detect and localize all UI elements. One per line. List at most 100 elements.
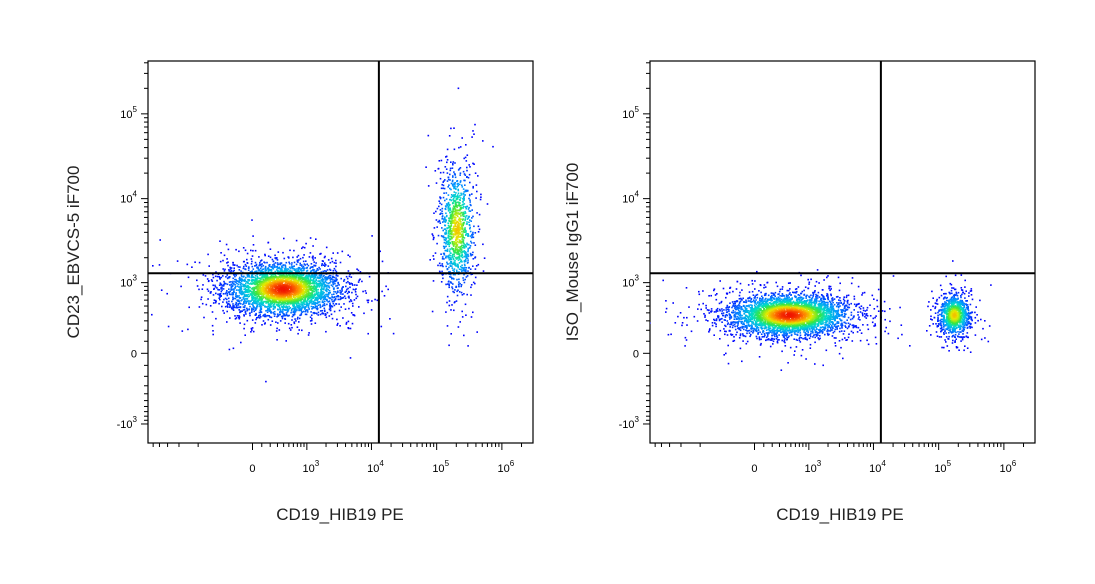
event-dot <box>242 247 245 249</box>
event-dot <box>307 278 310 281</box>
event-dot <box>284 301 286 304</box>
event-dot <box>292 273 295 276</box>
event-dot <box>450 220 453 223</box>
event-dot <box>356 268 358 270</box>
event-dot <box>450 127 452 130</box>
event-dot <box>467 176 470 179</box>
event-dot <box>304 280 306 283</box>
event-dot <box>456 244 458 247</box>
event-dot <box>442 171 445 174</box>
event-dot <box>229 317 231 319</box>
event-dot <box>355 293 357 296</box>
event-dot <box>266 314 269 317</box>
event-dot <box>442 236 445 239</box>
event-dot <box>469 235 472 237</box>
event-dot <box>319 268 321 270</box>
event-dot <box>465 276 468 278</box>
event-dot <box>317 304 320 306</box>
event-dot <box>449 225 451 228</box>
event-dot <box>300 307 302 310</box>
event-dot <box>454 289 456 291</box>
event-dot <box>337 282 340 285</box>
event-dot <box>281 305 283 308</box>
event-dot <box>434 170 437 172</box>
event-dot <box>449 248 451 250</box>
event-dot <box>267 309 269 311</box>
event-dot <box>231 306 233 309</box>
event-dot <box>266 300 268 302</box>
event-dot <box>465 190 468 192</box>
event-dot <box>457 222 460 225</box>
event-dot <box>296 295 299 298</box>
event-dot <box>255 318 257 321</box>
event-dot <box>215 292 217 295</box>
event-dot <box>296 287 298 290</box>
event-dot <box>492 145 494 148</box>
event-dot <box>298 281 300 283</box>
event-dot <box>221 285 223 287</box>
event-dot <box>271 266 274 268</box>
event-dot <box>445 155 448 158</box>
event-dot <box>219 278 221 280</box>
event-dot <box>314 301 316 304</box>
event-dot <box>445 238 447 240</box>
event-dot <box>298 288 301 291</box>
event-dot <box>279 320 282 322</box>
event-dot <box>258 291 260 294</box>
event-dot <box>323 295 325 297</box>
event-dot <box>350 312 353 314</box>
event-dot <box>462 221 465 224</box>
event-dot <box>447 235 450 238</box>
event-dot <box>433 227 436 229</box>
event-dot <box>455 225 457 228</box>
event-dot <box>323 277 326 279</box>
event-dot <box>283 301 285 303</box>
event-dot <box>322 288 324 290</box>
event-dot <box>248 300 250 302</box>
event-dot <box>461 264 463 267</box>
event-dot <box>458 233 460 235</box>
event-dot <box>264 313 266 316</box>
event-dot <box>468 194 471 197</box>
event-dot <box>242 303 244 306</box>
event-dot <box>243 293 246 296</box>
event-dot <box>294 300 296 302</box>
event-dot <box>278 263 280 266</box>
event-dot <box>273 306 276 309</box>
event-dot <box>463 191 465 193</box>
event-dot <box>323 270 326 272</box>
event-dot <box>441 235 444 238</box>
event-dot <box>302 269 304 272</box>
event-dot <box>253 289 255 292</box>
event-dot <box>319 296 321 298</box>
event-dot <box>269 316 271 318</box>
event-dot <box>252 330 255 333</box>
event-dot <box>350 300 353 302</box>
event-dot <box>294 306 296 309</box>
event-dot <box>389 318 391 320</box>
event-dot <box>462 218 464 220</box>
event-dot <box>267 318 270 321</box>
event-dot <box>472 236 475 239</box>
event-dot <box>254 294 256 297</box>
event-dot <box>337 290 339 292</box>
event-dot <box>278 329 281 331</box>
event-dot <box>456 248 459 250</box>
event-dot <box>456 231 458 234</box>
event-dot <box>227 261 229 263</box>
event-dot <box>454 206 456 209</box>
event-dot <box>455 258 458 260</box>
event-dot <box>449 233 451 235</box>
event-dot <box>463 334 465 337</box>
event-dot <box>254 283 256 286</box>
event-dot <box>444 199 446 202</box>
event-dot <box>319 281 322 283</box>
event-dot <box>228 293 231 296</box>
event-dot <box>273 305 275 308</box>
event-dot <box>444 246 446 248</box>
event-dot <box>470 254 472 257</box>
event-dot <box>345 290 347 293</box>
event-dot <box>279 286 281 288</box>
event-dot <box>452 269 454 271</box>
event-dot <box>455 252 457 254</box>
